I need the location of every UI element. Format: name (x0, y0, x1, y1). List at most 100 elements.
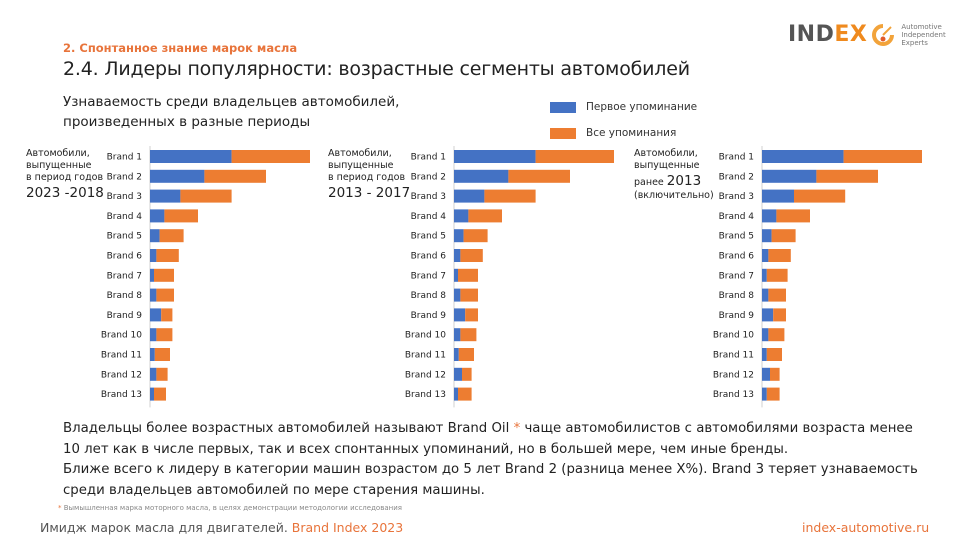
category-label: Brand 2 (107, 172, 142, 182)
bar-first-mention (762, 189, 794, 203)
bar-first-mention (150, 249, 157, 262)
bar-first-mention (454, 367, 462, 381)
category-label: Brand 7 (411, 271, 446, 281)
category-label: Brand 1 (107, 153, 142, 163)
logo-tagline-line-2: Independent (901, 30, 946, 39)
chart-2-caption-line-1: Автомобили, (328, 148, 392, 159)
category-label: Brand 6 (411, 252, 447, 262)
bar-first-mention (454, 308, 466, 322)
bar-all-mentions (161, 308, 173, 322)
bar-all-mentions (159, 229, 184, 243)
bar-all-mentions (768, 288, 786, 302)
bar-first-mention (762, 268, 767, 282)
bar-all-mentions (154, 268, 174, 282)
footer-website-link[interactable]: index-automotive.ru (802, 520, 930, 535)
bar-first-mention (150, 308, 162, 322)
legend-item-first-mention: Первое упоминание (550, 94, 697, 120)
bar-all-mentions (462, 367, 472, 381)
category-label: Brand 4 (411, 212, 447, 222)
bar-first-mention (454, 249, 461, 262)
category-label: Brand 11 (101, 351, 142, 361)
bar-first-mention (762, 209, 777, 223)
bar-first-mention (762, 308, 774, 322)
category-label: Brand 11 (405, 351, 446, 361)
bar-first-mention (150, 348, 155, 361)
gauge-logo-icon (872, 23, 895, 46)
category-label: Brand 5 (719, 232, 754, 242)
bar-all-mentions (768, 328, 785, 342)
logo-tagline-line-1: Automotive (901, 22, 942, 31)
bar-first-mention (762, 229, 772, 243)
bar-all-mentions (843, 150, 922, 163)
category-label: Brand 13 (713, 390, 754, 400)
category-label: Brand 13 (405, 390, 446, 400)
legend-swatch-all-mentions (550, 127, 576, 139)
bar-first-mention (454, 150, 536, 163)
bar-all-mentions (771, 229, 796, 243)
bar-all-mentions (484, 189, 536, 203)
chart-3-caption-line-3: ранее 2013 (634, 172, 714, 190)
category-label: Brand 1 (411, 153, 446, 163)
bar-first-mention (762, 249, 769, 262)
category-label: Brand 2 (411, 172, 446, 182)
bar-first-mention (762, 367, 770, 381)
bar-all-mentions (156, 249, 179, 262)
category-label: Brand 4 (107, 212, 143, 222)
chart-1-caption-line-2: выпущенные (26, 160, 92, 171)
bar-first-mention (762, 288, 769, 302)
bar-first-mention (150, 150, 232, 163)
bar-all-mentions (535, 150, 614, 163)
bar-first-mention (454, 189, 485, 203)
bar-first-mention (150, 268, 154, 282)
bar-first-mention (454, 229, 464, 243)
chart-2: Brand 1 Brand 2 Brand 3 Brand 4 Brand 5 Brand… (405, 146, 614, 408)
bar-all-mentions (231, 150, 310, 163)
conclusion-paragraph-2: Ближе всего к лидеру в категории машин в… (63, 462, 918, 498)
footnote-marker: * (513, 421, 521, 436)
chart-3-caption-line-4: (включительно) (634, 190, 714, 201)
category-label: Brand 9 (107, 311, 143, 321)
category-label: Brand 7 (719, 271, 754, 281)
category-label: Brand 10 (713, 331, 754, 341)
footnote-asterisk: * (58, 504, 62, 512)
bar-all-mentions (465, 308, 478, 322)
conclusion-p1-start: Владельцы более возрастных автомобилей н… (63, 421, 514, 436)
bar-all-mentions (458, 268, 478, 282)
category-label: Brand 12 (713, 370, 754, 380)
category-label: Brand 3 (107, 192, 142, 202)
bar-all-mentions (204, 169, 266, 183)
category-label: Brand 10 (101, 331, 142, 341)
bar-all-mentions (773, 308, 786, 322)
bar-all-mentions (463, 229, 488, 243)
logo-word-accent: EX (834, 22, 868, 47)
chart-2-caption: Автомобили, выпущенные в период годов 20… (328, 148, 410, 202)
bar-first-mention (454, 348, 459, 361)
page-title: 2.4. Лидеры популярности: возрастные сег… (63, 58, 690, 80)
category-label: Brand 3 (719, 192, 754, 202)
bar-first-mention (762, 387, 767, 401)
chart-legend: Первое упоминание Все упоминания (550, 94, 697, 146)
chart-3: Brand 1 Brand 2 Brand 3 Brand 4 Brand 5 Brand… (713, 146, 922, 408)
bar-first-mention (762, 348, 767, 361)
category-label: Brand 8 (411, 291, 447, 301)
section-label: 2. Спонтанное знание марок масла (63, 41, 298, 55)
bar-first-mention (454, 387, 458, 401)
chart-1-caption-line-3: в период годов (26, 172, 104, 183)
category-label: Brand 7 (107, 271, 142, 281)
category-label: Brand 1 (719, 153, 754, 163)
logo-tagline-line-3: Experts (901, 38, 928, 47)
chart-3-caption-line-1: Автомобили, (634, 148, 698, 159)
legend-item-all-mentions: Все упоминания (550, 120, 697, 146)
bar-first-mention (454, 209, 469, 223)
category-label: Brand 8 (719, 291, 755, 301)
chart-1-caption: Автомобили, выпущенные в период годов 20… (26, 148, 104, 202)
category-label: Brand 6 (107, 252, 143, 262)
bar-all-mentions (508, 169, 570, 183)
legend-label-all-mentions: Все упоминания (586, 127, 677, 139)
category-label: Brand 8 (107, 291, 143, 301)
chart-3-caption-prefix: ранее (634, 177, 664, 188)
bar-first-mention (150, 387, 154, 401)
category-label: Brand 10 (405, 331, 446, 341)
category-label: Brand 4 (719, 212, 755, 222)
bar-first-mention (454, 268, 458, 282)
